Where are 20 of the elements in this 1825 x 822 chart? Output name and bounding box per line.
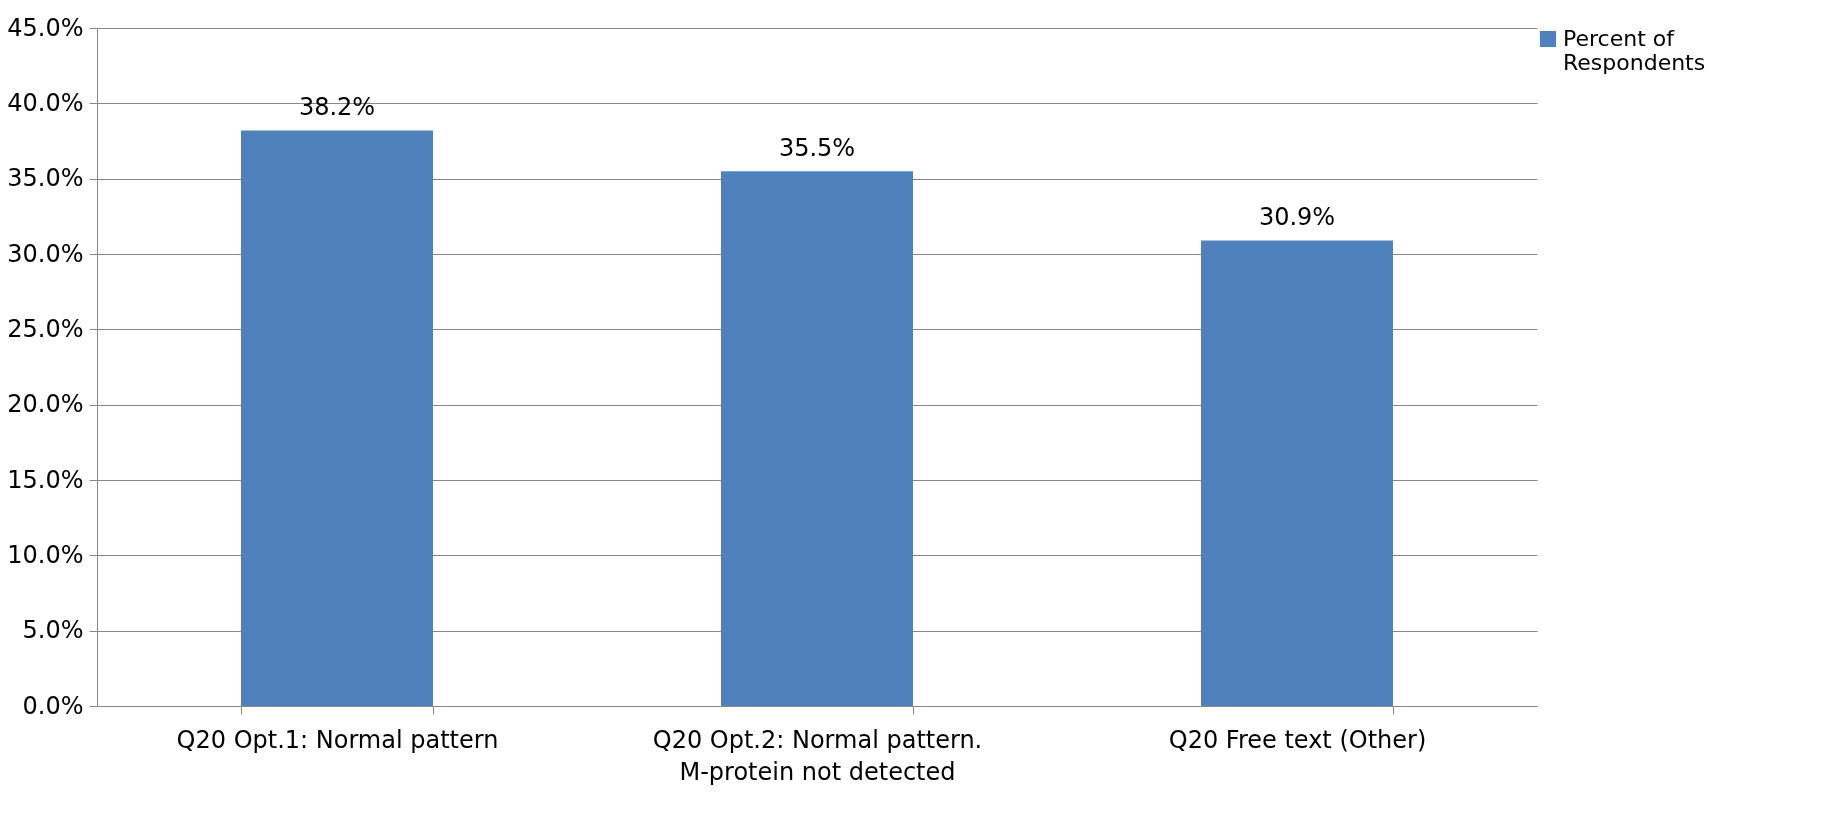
y-tick-label: 45.0% [7,13,84,42]
y-tick-label: 5.0% [22,616,84,645]
y-tick-label: 40.0% [7,88,84,117]
y-tick-label: 30.0% [7,239,84,268]
bar [1201,240,1393,706]
x-tick-label: Q20 Opt.1: Normal pattern [176,725,499,754]
x-tick-label: Q20 Opt.2: Normal pattern. M-protein not detected [652,725,983,786]
y-tick-label: 15.0% [7,465,84,494]
y-tick-label: 20.0% [7,390,84,419]
data-label: 38.2% [298,93,376,122]
y-tick-label: 35.0% [7,164,84,193]
data-label: 30.9% [1258,203,1336,232]
y-tick-label: 10.0% [7,540,84,569]
legend-label: Percent of Respondents [1563,26,1706,75]
y-tick-label: 25.0% [7,314,84,343]
bar [721,171,913,706]
y-tick-label: 0.0% [22,691,84,720]
x-tick-label: Q20 Free text (Other) [1168,725,1427,754]
data-label: 35.5% [778,134,856,163]
bar [241,130,433,706]
